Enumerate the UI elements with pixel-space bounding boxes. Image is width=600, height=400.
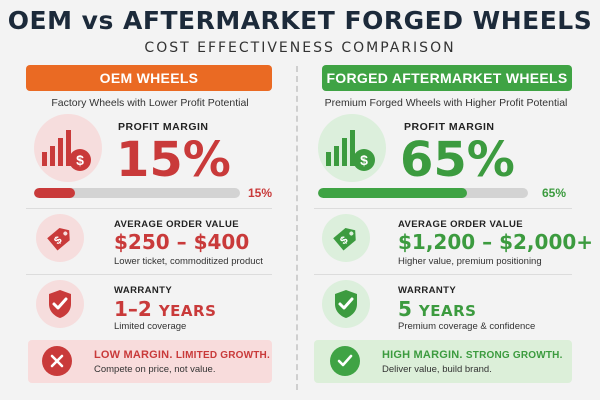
- warranty-number: 1–2: [114, 297, 152, 321]
- warranty-unit: YEARS: [418, 302, 477, 320]
- profit-margin-value: 15%: [116, 132, 231, 188]
- profit-margin-value: 65%: [400, 132, 515, 188]
- section-divider: [26, 274, 272, 275]
- warranty-label: WARRANTY: [398, 285, 457, 296]
- profit-margin-bar-fill: [34, 188, 76, 198]
- warranty-value: 1–2 YEARS: [114, 297, 216, 321]
- warranty-number: 5: [398, 297, 412, 321]
- avg-order-value: $250 – $400: [114, 230, 250, 254]
- avg-order-label: AVERAGE ORDER VALUE: [398, 219, 523, 230]
- summary-title-main: LOW MARGIN.: [94, 349, 173, 361]
- oem-header: OEM WHEELS: [26, 65, 272, 91]
- price-tag-icon: $: [322, 214, 370, 262]
- oem-summary-title: LOW MARGIN. LIMITED GROWTH.: [94, 349, 270, 361]
- check-circle-icon: [330, 346, 360, 376]
- warranty-value: 5 YEARS: [398, 297, 476, 321]
- aftermarket-summary-title: HIGH MARGIN. STRONG GROWTH.: [382, 349, 563, 361]
- oem-column: OEM WHEELS Factory Wheels with Lower Pro…: [26, 65, 273, 383]
- shield-check-icon: [322, 280, 370, 328]
- aftermarket-description: Premium Forged Wheels with Higher Profit…: [324, 97, 568, 109]
- profit-margin-bar-label: 15%: [248, 186, 273, 200]
- avg-order-description: Higher value, premium positioning: [398, 256, 542, 267]
- aftermarket-header: FORGED AFTERMARKET WHEELS: [322, 65, 572, 91]
- oem-summary-description: Compete on price, not value.: [94, 364, 216, 375]
- bar-chart-dollar-icon: $: [318, 114, 386, 182]
- x-circle-icon: [42, 346, 72, 376]
- warranty-unit: YEARS: [158, 302, 217, 320]
- svg-text:$: $: [76, 152, 84, 168]
- profit-margin-label: PROFIT MARGIN: [118, 121, 209, 133]
- oem-description: Factory Wheels with Lower Profit Potenti…: [51, 97, 249, 109]
- avg-order-value: $1,200 – $2,000+: [398, 230, 594, 254]
- price-tag-icon: $: [36, 214, 84, 262]
- aftermarket-summary-description: Deliver value, build brand.: [382, 364, 492, 375]
- warranty-description: Premium coverage & confidence: [398, 321, 536, 332]
- warranty-description: Limited coverage: [114, 321, 187, 332]
- profit-margin-label: PROFIT MARGIN: [404, 121, 495, 133]
- profit-margin-bar-fill: [318, 188, 468, 198]
- summary-title-main: HIGH MARGIN.: [382, 349, 463, 361]
- summary-title-sub: STRONG GROWTH.: [465, 350, 563, 361]
- avg-order-description: Lower ticket, commoditized product: [114, 256, 263, 267]
- aftermarket-column: FORGED AFTERMARKET WHEELS Premium Forged…: [300, 0, 600, 400]
- section-divider: [314, 274, 572, 275]
- shield-check-icon: [36, 280, 84, 328]
- profit-margin-bar: [34, 188, 240, 198]
- page-subtitle: COST EFFECTIVENESS COMPARISON: [144, 40, 456, 56]
- section-divider: [314, 208, 572, 209]
- warranty-label: WARRANTY: [114, 285, 173, 296]
- page-title: OEM vs AFTERMARKET FORGED WHEELS: [7, 6, 593, 35]
- bar-chart-dollar-icon: $: [34, 114, 102, 182]
- summary-title-sub: LIMITED GROWTH.: [175, 350, 270, 361]
- section-divider: [26, 208, 272, 209]
- column-divider: [296, 66, 298, 390]
- profit-margin-bar-label: 65%: [542, 186, 567, 200]
- svg-text:$: $: [360, 152, 368, 168]
- avg-order-label: AVERAGE ORDER VALUE: [114, 219, 239, 230]
- profit-margin-bar: [318, 188, 528, 198]
